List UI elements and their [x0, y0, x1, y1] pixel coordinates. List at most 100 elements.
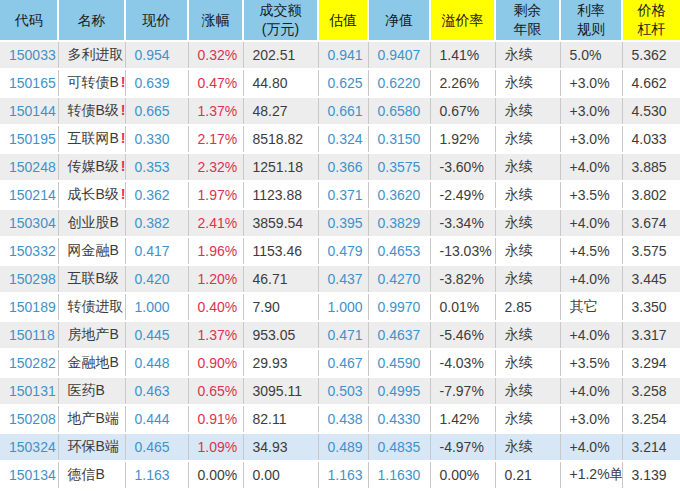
cell-premium: 2.26% — [430, 69, 495, 97]
cell-name: 德信B — [58, 461, 125, 489]
cell-rate: 5.0% — [560, 41, 622, 69]
cell-est: 0.467 — [318, 349, 368, 377]
cell-price: 0.448 — [125, 349, 188, 377]
cell-code: 150332 — [0, 237, 58, 265]
cell-code: 150033 — [0, 41, 58, 69]
column-header-price[interactable]: 现价 — [125, 0, 188, 41]
column-header-rate[interactable]: 利率 规则 — [560, 0, 622, 41]
cell-name: 转债B级! — [58, 97, 125, 125]
cell-change: 2.41% — [188, 209, 243, 237]
table-row[interactable]: 150298互联B级0.4201.20%46.710.4370.4270-3.8… — [0, 265, 680, 293]
cell-rate: 其它 — [560, 293, 622, 321]
table-row[interactable]: 150165可转债B!0.6390.47%44.800.6250.62202.2… — [0, 69, 680, 97]
cell-est: 0.661 — [318, 97, 368, 125]
cell-premium: 1.92% — [430, 125, 495, 153]
table-row[interactable]: 150282金融地B0.4480.90%29.930.4670.4590-4.0… — [0, 349, 680, 377]
cell-est: 0.625 — [318, 69, 368, 97]
fund-name: 传媒B级 — [68, 158, 119, 174]
cell-premium: 0.67% — [430, 97, 495, 125]
table-row[interactable]: 150208地产B端0.4440.91%82.110.4380.43301.42… — [0, 405, 680, 433]
cell-leverage: 4.662 — [622, 69, 680, 97]
cell-turnover: 3859.54 — [243, 209, 318, 237]
column-header-turnover[interactable]: 成交额 (万元) — [243, 0, 318, 41]
column-header-leverage[interactable]: 价格 杠杆 — [622, 0, 680, 41]
table-row[interactable]: 150324环保B端0.4651.09%34.930.4890.4835-4.9… — [0, 433, 680, 461]
table-row[interactable]: 150248传媒B级!0.3532.32%1251.180.3660.3575-… — [0, 153, 680, 181]
cell-price: 0.444 — [125, 405, 188, 433]
cell-turnover: 82.11 — [243, 405, 318, 433]
cell-nav: 0.9970 — [368, 293, 430, 321]
cell-name: 转债进取 — [58, 293, 125, 321]
cell-premium: 1.41% — [430, 41, 495, 69]
table-row[interactable]: 150131医药B0.4630.65%3095.110.5030.4995-7.… — [0, 377, 680, 405]
table-row[interactable]: 150304创业股B0.3822.41%3859.540.3950.3829-3… — [0, 209, 680, 237]
cell-est: 0.438 — [318, 405, 368, 433]
alert-flag: ! — [121, 130, 125, 146]
cell-nav: 0.4270 — [368, 265, 430, 293]
cell-est: 1.163 — [318, 461, 368, 489]
cell-leverage: 4.033 — [622, 125, 680, 153]
cell-years: 永续 — [495, 433, 560, 461]
cell-nav: 0.6580 — [368, 97, 430, 125]
cell-premium: 1.42% — [430, 405, 495, 433]
cell-leverage: 3.294 — [622, 349, 680, 377]
column-header-change[interactable]: 涨幅 — [188, 0, 243, 41]
cell-premium: -13.03% — [430, 237, 495, 265]
table-row[interactable]: 150189转债进取1.0000.40%7.901.0000.99700.01%… — [0, 293, 680, 321]
cell-code: 150324 — [0, 433, 58, 461]
cell-name: 互联网B! — [58, 125, 125, 153]
cell-premium: -5.46% — [430, 321, 495, 349]
cell-change: 2.32% — [188, 153, 243, 181]
cell-rate: +3.0% — [560, 97, 622, 125]
cell-change: 1.20% — [188, 265, 243, 293]
cell-code: 150298 — [0, 265, 58, 293]
column-header-premium[interactable]: 溢价率 — [430, 0, 495, 41]
column-header-nav[interactable]: 净值 — [368, 0, 430, 41]
cell-leverage: 5.362 — [622, 41, 680, 69]
cell-code: 150304 — [0, 209, 58, 237]
cell-years: 永续 — [495, 265, 560, 293]
column-header-code[interactable]: 代码 — [0, 0, 58, 41]
cell-code: 150134 — [0, 461, 58, 489]
cell-name: 成长B级! — [58, 181, 125, 209]
cell-est: 0.324 — [318, 125, 368, 153]
table-row[interactable]: 150195互联网B!0.3302.17%8518.820.3240.31501… — [0, 125, 680, 153]
table-row[interactable]: 150033多利进取0.9540.32%202.510.9410.94071.4… — [0, 41, 680, 69]
cell-leverage: 3.258 — [622, 377, 680, 405]
cell-rate: +3.0% — [560, 125, 622, 153]
cell-leverage: 3.885 — [622, 153, 680, 181]
cell-nav: 0.6220 — [368, 69, 430, 97]
cell-price: 0.353 — [125, 153, 188, 181]
cell-code: 150165 — [0, 69, 58, 97]
table-row[interactable]: 150118房地产B0.4451.37%953.050.4710.4637-5.… — [0, 321, 680, 349]
cell-years: 永续 — [495, 209, 560, 237]
cell-change: 2.17% — [188, 125, 243, 153]
fund-table: 代码名称现价涨幅成交额 (万元)估值净值溢价率剩余 年限利率 规则价格 杠杆 1… — [0, 0, 680, 490]
column-header-name[interactable]: 名称 — [58, 0, 125, 41]
cell-nav: 0.4995 — [368, 377, 430, 405]
column-header-est[interactable]: 估值 — [318, 0, 368, 41]
cell-code: 150214 — [0, 181, 58, 209]
cell-nav: 1.1630 — [368, 461, 430, 489]
cell-price: 0.445 — [125, 321, 188, 349]
cell-est: 0.503 — [318, 377, 368, 405]
table-row[interactable]: 150214成长B级!0.3621.97%1123.880.3710.3620-… — [0, 181, 680, 209]
table-row[interactable]: 150134德信B1.1630.00%0.001.1631.16300.00%0… — [0, 461, 680, 489]
table-row[interactable]: 150332网金融B0.4171.96%1153.460.4790.4653-1… — [0, 237, 680, 265]
cell-rate: +4.0% — [560, 153, 622, 181]
cell-years: 0.21 — [495, 461, 560, 489]
cell-change: 0.32% — [188, 41, 243, 69]
cell-rate: +4.0% — [560, 209, 622, 237]
cell-leverage: 3.802 — [622, 181, 680, 209]
cell-rate: +1.2%单 — [560, 461, 622, 489]
column-header-years[interactable]: 剩余 年限 — [495, 0, 560, 41]
cell-price: 0.465 — [125, 433, 188, 461]
cell-rate: +4.5% — [560, 237, 622, 265]
cell-nav: 0.4835 — [368, 433, 430, 461]
cell-nav: 0.3575 — [368, 153, 430, 181]
cell-est: 0.437 — [318, 265, 368, 293]
cell-price: 0.954 — [125, 41, 188, 69]
cell-turnover: 202.51 — [243, 41, 318, 69]
table-row[interactable]: 150144转债B级!0.6651.37%48.270.6610.65800.6… — [0, 97, 680, 125]
alert-flag: ! — [121, 186, 125, 202]
